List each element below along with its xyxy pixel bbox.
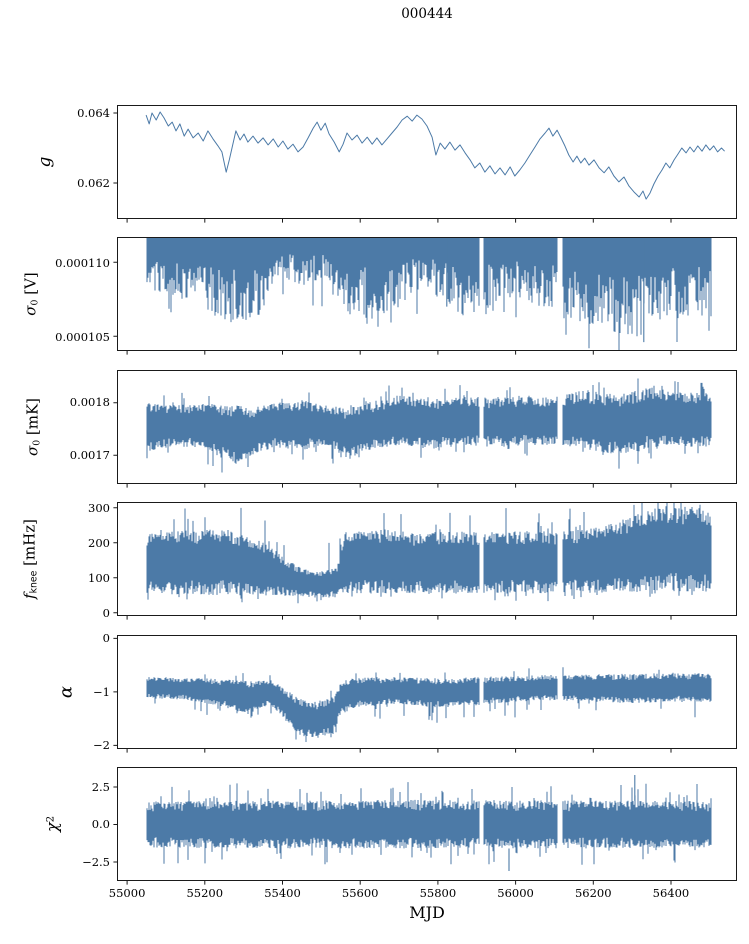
x-tick-label: 55200	[186, 886, 224, 900]
y-tick-label-f_knee: 100	[88, 571, 110, 585]
x-tick-label: 55000	[108, 886, 146, 900]
y-axis-label-f_knee: fknee [mHz]	[20, 519, 40, 600]
x-tick-label: 56400	[652, 886, 690, 900]
y-tick-label-chi2: −2.5	[82, 854, 110, 869]
y-axis-label-alpha: α	[55, 685, 77, 698]
figure-title: 000444	[401, 6, 453, 22]
y-tick-label-g: 0.062	[77, 175, 110, 190]
plot-area-sigma0_mK	[113, 369, 737, 488]
y-tick-label-alpha: 0	[102, 631, 110, 645]
y-tick-label-chi2: 2.5	[91, 779, 110, 794]
y-tick-label-f_knee: 300	[88, 501, 110, 515]
plot-area-sigma0_V	[113, 237, 737, 355]
y-axis-label-g: g	[35, 156, 55, 168]
plot-area-f_knee	[113, 502, 737, 620]
y-tick-label-sigma0_mK: 0.0018	[69, 395, 110, 410]
y-tick-label-chi2: 0.0	[91, 817, 110, 832]
y-axis-label-chi2: χ2	[42, 815, 62, 833]
x-tick-label: 56000	[497, 886, 534, 900]
y-tick-label-alpha: −1	[93, 684, 110, 699]
y-tick-label-f_knee: 0	[102, 606, 110, 620]
y-tick-label-f_knee: 200	[88, 536, 110, 550]
y-tick-label-sigma0_V: 0.000105	[55, 329, 110, 344]
y-tick-label-sigma0_V: 0.000110	[55, 255, 110, 270]
y-tick-label-alpha: −2	[93, 738, 110, 752]
plot-area-alpha	[113, 634, 737, 753]
y-tick-label-sigma0_mK: 0.0017	[69, 447, 110, 462]
x-tick-label: 55600	[341, 886, 379, 900]
x-tick-label: 55800	[419, 886, 457, 900]
x-axis-label: MJD	[409, 903, 445, 922]
y-tick-label-g: 0.064	[77, 106, 110, 120]
plot-area-g	[113, 105, 737, 223]
y-axis-label-sigma0_V: σ0 [V]	[21, 272, 41, 317]
y-axis-label-sigma0_mK: σ0 [mK]	[23, 397, 43, 456]
plot-area-chi2	[113, 767, 737, 885]
x-tick-label: 55400	[264, 886, 301, 900]
x-tick-label: 56200	[574, 886, 612, 900]
